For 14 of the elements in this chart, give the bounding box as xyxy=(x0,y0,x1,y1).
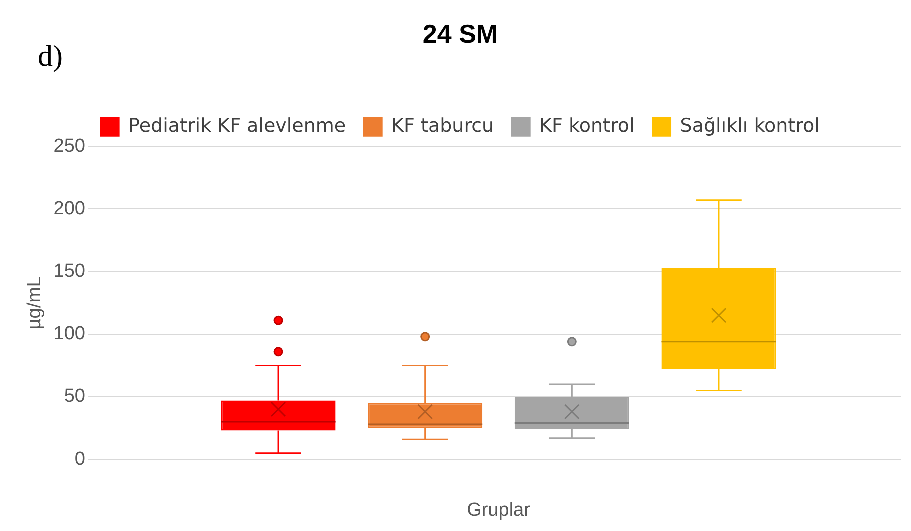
legend-label: Pediatrik KF alevlenme xyxy=(128,115,346,138)
legend-label: Sağlıklı kontrol xyxy=(680,115,820,138)
x-axis-title: Gruplar xyxy=(467,500,532,521)
y-tick-label: 100 xyxy=(54,324,86,345)
y-tick-label: 150 xyxy=(54,261,86,282)
y-tick-label: 250 xyxy=(54,136,86,157)
chart-title: 24 SM xyxy=(422,18,498,49)
y-tick-label: 0 xyxy=(74,448,86,470)
y-tick-label: 50 xyxy=(64,386,86,408)
legend-label: KF taburcu xyxy=(392,115,494,138)
y-tick-label: 200 xyxy=(54,198,86,220)
legend-label: KF kontrol xyxy=(540,115,635,138)
text: d) xyxy=(38,40,63,74)
y-axis-title: µg/mL xyxy=(24,276,46,330)
